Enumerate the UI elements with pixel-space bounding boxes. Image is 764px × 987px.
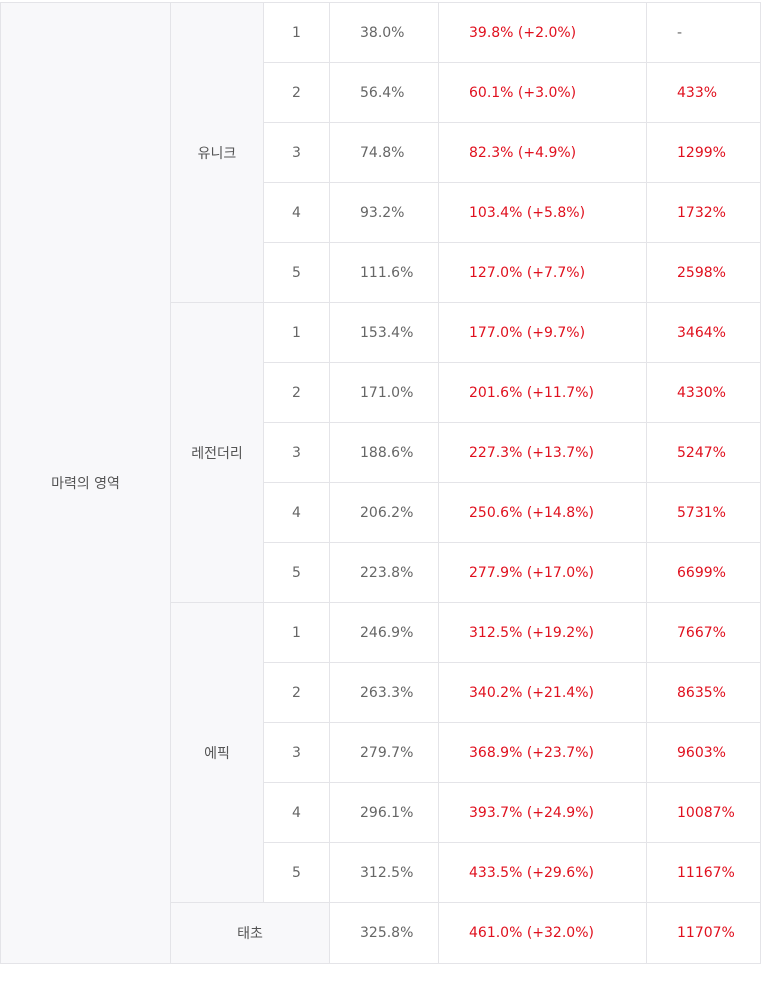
grade-cell: 유니크 — [170, 2, 264, 303]
base-value-cell: 206.2% — [329, 482, 439, 543]
level-cell: 3 — [263, 122, 330, 183]
base-value-cell: 246.9% — [329, 602, 439, 663]
cost-cell: 3464% — [646, 302, 761, 363]
base-value-cell: 38.0% — [329, 2, 439, 63]
boosted-value-cell: 277.9% (+17.0%) — [438, 542, 647, 603]
cost-cell: 1732% — [646, 182, 761, 243]
table-row: 2 171.0% 201.6% (+11.7%) 4330% — [1, 362, 761, 423]
grade-cell: 레전더리 — [170, 302, 264, 603]
cost-cell: 5247% — [646, 422, 761, 483]
base-value-cell: 171.0% — [329, 362, 439, 423]
level-cell: 4 — [263, 782, 330, 843]
boosted-value-cell: 39.8% (+2.0%) — [438, 2, 647, 63]
boosted-value-cell: 250.6% (+14.8%) — [438, 482, 647, 543]
level-cell: 1 — [263, 2, 330, 63]
base-value-cell: 279.7% — [329, 722, 439, 783]
grade-cell: 에픽 — [170, 602, 264, 903]
level-cell: 4 — [263, 482, 330, 543]
boosted-value-cell: 82.3% (+4.9%) — [438, 122, 647, 183]
stats-table-body: 마력의 영역 유니크 1 38.0% 39.8% (+2.0%) -2 56.4% 60.1%… — [0, 2, 761, 964]
boosted-value-cell: 60.1% (+3.0%) — [438, 62, 647, 123]
boosted-value-cell: 177.0% (+9.7%) — [438, 302, 647, 363]
boosted-value-cell: 461.0% (+32.0%) — [438, 902, 647, 964]
level-cell: 5 — [263, 842, 330, 903]
table-row: 5 223.8% 277.9% (+17.0%) 6699% — [1, 542, 761, 603]
cost-cell: 433% — [646, 62, 761, 123]
boosted-value-cell: 103.4% (+5.8%) — [438, 182, 647, 243]
boosted-value-cell: 201.6% (+11.7%) — [438, 362, 647, 423]
table-row: 4 206.2% 250.6% (+14.8%) 5731% — [1, 482, 761, 543]
table-row: 4 93.2% 103.4% (+5.8%) 1732% — [1, 182, 761, 243]
cost-cell: 6699% — [646, 542, 761, 603]
base-value-cell: 188.6% — [329, 422, 439, 483]
table-row: 2 56.4% 60.1% (+3.0%) 433% — [1, 62, 761, 123]
base-value-cell: 312.5% — [329, 842, 439, 903]
table-row: 2 263.3% 340.2% (+21.4%) 8635% — [1, 662, 761, 723]
level-cell: 1 — [263, 302, 330, 363]
level-cell: 5 — [263, 242, 330, 303]
cost-cell: 1299% — [646, 122, 761, 183]
stats-table: 마력의 영역 유니크 1 38.0% 39.8% (+2.0%) -2 56.4% 60.1%… — [0, 2, 761, 964]
table-row-final: 태초 325.8% 461.0% (+32.0%) 11707% — [1, 902, 761, 964]
boosted-value-cell: 340.2% (+21.4%) — [438, 662, 647, 723]
table-row: 4 296.1% 393.7% (+24.9%) 10087% — [1, 782, 761, 843]
level-cell: 4 — [263, 182, 330, 243]
boosted-value-cell: 227.3% (+13.7%) — [438, 422, 647, 483]
table-row: 5 111.6% 127.0% (+7.7%) 2598% — [1, 242, 761, 303]
level-cell: 5 — [263, 542, 330, 603]
base-value-cell: 153.4% — [329, 302, 439, 363]
base-value-cell: 263.3% — [329, 662, 439, 723]
level-cell: 2 — [263, 362, 330, 423]
boosted-value-cell: 127.0% (+7.7%) — [438, 242, 647, 303]
boosted-value-cell: 368.9% (+23.7%) — [438, 722, 647, 783]
final-grade-cell: 태초 — [170, 902, 330, 964]
table-row: 에픽 1 246.9% 312.5% (+19.2%) 7667% — [1, 602, 761, 903]
base-value-cell: 325.8% — [329, 902, 439, 964]
level-cell: 2 — [263, 662, 330, 723]
category-cell: 마력의 영역 — [0, 2, 171, 964]
boosted-value-cell: 312.5% (+19.2%) — [438, 602, 647, 663]
cost-cell: 10087% — [646, 782, 761, 843]
cost-cell: - — [646, 2, 761, 63]
cost-cell: 11707% — [646, 902, 761, 964]
level-cell: 3 — [263, 722, 330, 783]
base-value-cell: 223.8% — [329, 542, 439, 603]
table-row: 5 312.5% 433.5% (+29.6%) 11167% — [1, 842, 761, 903]
table-row: 레전더리 1 153.4% 177.0% (+9.7%) 3464% — [1, 302, 761, 603]
base-value-cell: 74.8% — [329, 122, 439, 183]
base-value-cell: 93.2% — [329, 182, 439, 243]
base-value-cell: 56.4% — [329, 62, 439, 123]
cost-cell: 9603% — [646, 722, 761, 783]
table-row: 마력의 영역 유니크 1 38.0% 39.8% (+2.0%) - — [0, 2, 761, 964]
base-value-cell: 111.6% — [329, 242, 439, 303]
cost-cell: 7667% — [646, 602, 761, 663]
cost-cell: 11167% — [646, 842, 761, 903]
cost-cell: 4330% — [646, 362, 761, 423]
table-row: 3 74.8% 82.3% (+4.9%) 1299% — [1, 122, 761, 183]
level-cell: 2 — [263, 62, 330, 123]
boosted-value-cell: 433.5% (+29.6%) — [438, 842, 647, 903]
level-cell: 1 — [263, 602, 330, 663]
base-value-cell: 296.1% — [329, 782, 439, 843]
cost-cell: 2598% — [646, 242, 761, 303]
cost-cell: 8635% — [646, 662, 761, 723]
cost-cell: 5731% — [646, 482, 761, 543]
boosted-value-cell: 393.7% (+24.9%) — [438, 782, 647, 843]
level-cell: 3 — [263, 422, 330, 483]
table-row: 3 279.7% 368.9% (+23.7%) 9603% — [1, 722, 761, 783]
